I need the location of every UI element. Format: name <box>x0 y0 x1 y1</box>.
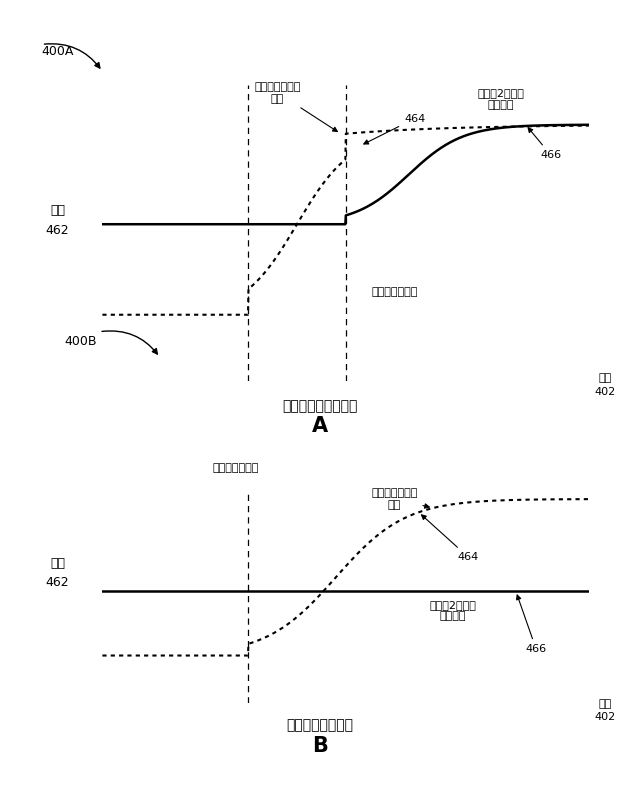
Text: 弁は開いている: 弁は開いている <box>371 287 417 297</box>
Text: 466: 466 <box>516 595 547 654</box>
Text: 402: 402 <box>594 387 616 397</box>
Text: 466: 466 <box>528 128 561 160</box>
Text: 464: 464 <box>364 114 425 144</box>
Text: 固着した弁の挙動: 固着した弁の挙動 <box>287 718 353 732</box>
Text: ポンピング開始: ポンピング開始 <box>212 464 259 473</box>
Text: 464: 464 <box>422 515 479 562</box>
Text: 予期された弁の挙動: 予期された弁の挙動 <box>282 399 358 414</box>
Text: A: A <box>312 416 328 437</box>
Text: 462: 462 <box>46 224 69 237</box>
Text: 時間: 時間 <box>598 373 611 384</box>
Text: 402: 402 <box>594 712 616 723</box>
Text: 圧力: 圧力 <box>50 204 65 217</box>
Text: 弁と第2の容器
間の圧力: 弁と第2の容器 間の圧力 <box>478 88 525 110</box>
Text: ポンプと弁間の
圧力: ポンプと弁間の 圧力 <box>254 82 337 132</box>
Text: 400B: 400B <box>64 335 97 348</box>
Text: 弁と第2の容器
間の圧力: 弁と第2の容器 間の圧力 <box>429 599 476 622</box>
Text: 圧力: 圧力 <box>50 557 65 570</box>
Text: 400A: 400A <box>42 45 74 58</box>
Text: 時間: 時間 <box>598 699 611 709</box>
Text: ポンプと弁間の
圧力: ポンプと弁間の 圧力 <box>371 488 429 510</box>
Text: B: B <box>312 736 328 757</box>
Text: 462: 462 <box>46 576 69 588</box>
